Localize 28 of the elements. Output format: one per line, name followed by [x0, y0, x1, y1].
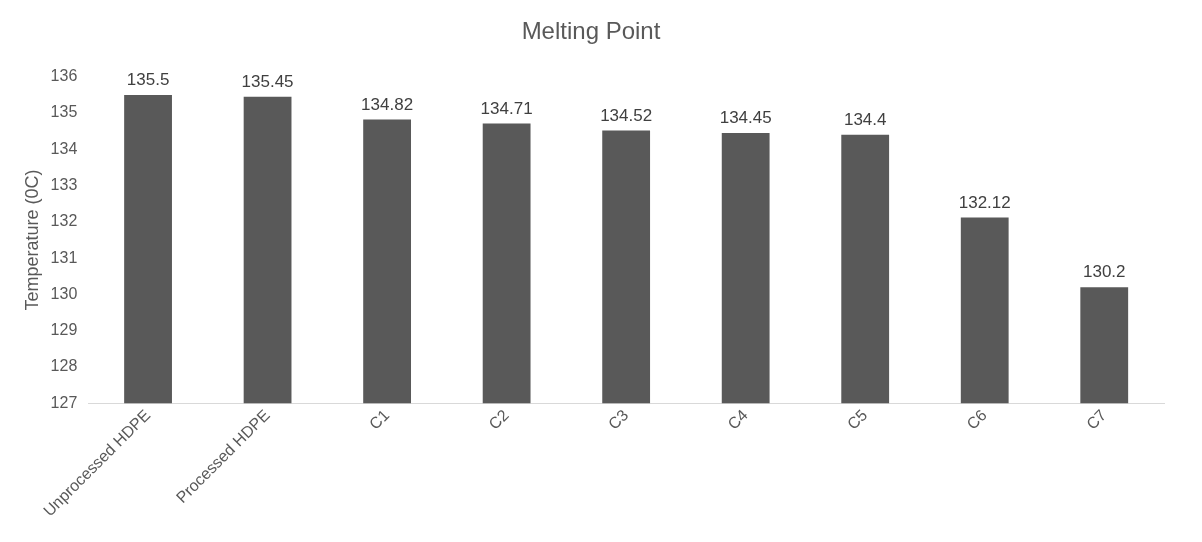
y-tick-label: 129: [50, 321, 78, 339]
data-label: 134.45: [719, 108, 772, 128]
x-tick-label: C6: [963, 406, 991, 433]
y-tick-label: 127: [50, 393, 78, 411]
y-tick-label: 128: [50, 357, 78, 375]
x-tick-label: C3: [604, 406, 632, 433]
x-tick-label: C1: [365, 406, 393, 433]
data-label: 132.12: [958, 192, 1011, 212]
data-label: 135.5: [126, 70, 170, 90]
x-tick-label: C7: [1082, 406, 1110, 433]
y-axis-title: Temperature (0C): [21, 169, 42, 311]
data-label: 134.4: [843, 110, 887, 130]
y-tick-label: 130: [50, 284, 78, 302]
y-tick-label: 131: [50, 248, 78, 266]
data-label: 135.45: [241, 71, 294, 91]
data-label: 130.2: [1082, 262, 1126, 282]
x-tick-label: C5: [843, 406, 871, 433]
data-label: 134.71: [480, 98, 533, 118]
data-label: 134.52: [600, 105, 653, 125]
data-label: 134.82: [361, 94, 414, 114]
y-tick-label: 135: [50, 103, 78, 121]
y-tick-label: 133: [50, 176, 78, 193]
x-tick-label: C2: [485, 406, 512, 433]
y-tick-label: 136: [50, 67, 78, 85]
y-tick-label: 132: [50, 212, 78, 230]
chart-title: Melting Point: [521, 17, 661, 45]
y-tick-label: 134: [50, 139, 78, 157]
x-tick-label: C4: [724, 406, 751, 433]
